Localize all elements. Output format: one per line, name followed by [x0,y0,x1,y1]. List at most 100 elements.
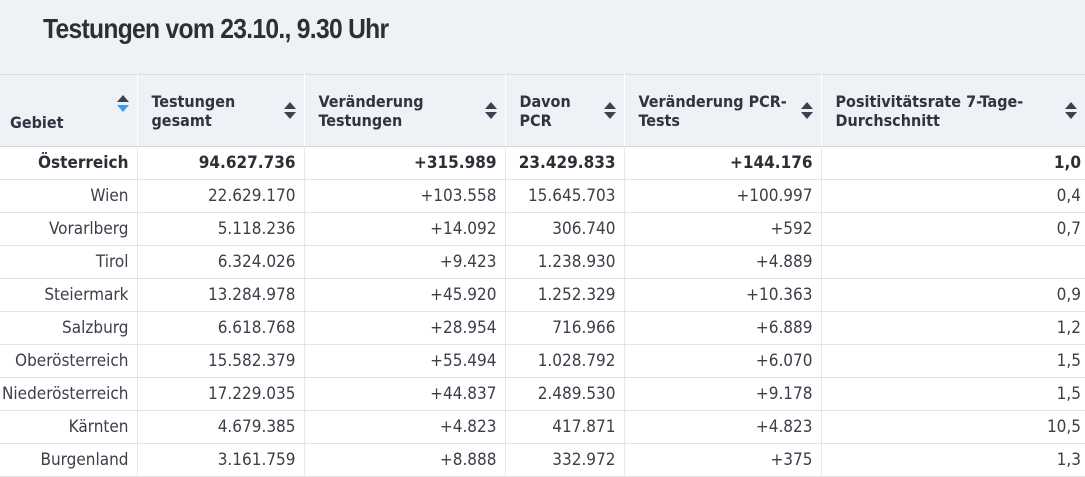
cell-davon-pcr: 1.238.930 [505,245,625,279]
sort-up-arrow-icon [116,95,129,102]
column-header-inner: Davon PCR [506,76,624,146]
column-header-inner: Positivitätsrate 7-Tage-Durchschnitt [822,76,1085,146]
sort-up-arrow-icon [603,102,616,109]
sort-icon[interactable] [484,102,498,119]
sort-descending-icon[interactable] [116,95,130,112]
cell-gebiet: Wien [0,179,138,213]
column-header-veraenderung-pcr-tests[interactable]: Veränderung PCR-Tests [624,74,822,147]
cell-veraenderung-testungen: +55.494 [304,344,506,378]
cell-testungen-gesamt: 5.118.236 [137,212,305,246]
sort-down-arrow-icon [484,112,497,119]
column-header-positivitaetsrate[interactable]: Positivitätsrate 7-Tage-Durchschnitt [821,74,1085,147]
cell-davon-pcr: 2.489.530 [505,377,625,411]
cell-veraenderung-pcr-tests: +10.363 [624,278,822,312]
cell-veraenderung-pcr-tests: +4.889 [624,245,822,279]
table-row: Oberösterreich 15.582.379 +55.494 1.028.792… [0,344,1085,378]
cell-gebiet: Österreich [0,146,138,180]
table-header-bar: Testungen vom 23.10., 9.30 Uhr [0,0,1085,74]
cell-davon-pcr: 15.645.703 [505,179,625,213]
sort-up-arrow-icon [484,102,497,109]
cell-positivitaetsrate: 1,3 [821,443,1085,477]
cell-veraenderung-testungen: +44.837 [304,377,506,411]
cell-gebiet: Niederösterreich [0,377,138,411]
table-row: Steiermark 13.284.978 +45.920 1.252.329 +10.… [0,278,1085,312]
cell-positivitaetsrate: 1,5 [821,344,1085,378]
cell-gebiet: Burgenland [0,443,138,477]
cell-veraenderung-pcr-tests: +100.997 [624,179,822,213]
column-header-davon-pcr[interactable]: Davon PCR [505,74,625,147]
cell-veraenderung-pcr-tests: +4.823 [624,410,822,444]
sort-icon[interactable] [800,102,814,119]
sort-icon[interactable] [283,102,297,119]
cell-gebiet: Tirol [0,245,138,279]
cell-positivitaetsrate [821,245,1085,279]
cell-veraenderung-testungen: +45.920 [304,278,506,312]
cell-testungen-gesamt: 6.324.026 [137,245,305,279]
table-row: Wien 22.629.170 +103.558 15.645.703 +100.997… [0,179,1085,213]
cell-testungen-gesamt: 22.629.170 [137,179,305,213]
table-row: Niederösterreich 17.229.035 +44.837 2.489.5… [0,377,1085,411]
cell-veraenderung-testungen: +315.989 [304,146,506,180]
sort-down-arrow-icon [1064,112,1077,119]
cell-veraenderung-pcr-tests: +6.889 [624,311,822,345]
column-header-label: Gebiet [10,112,64,132]
cell-veraenderung-testungen: +8.888 [304,443,506,477]
cell-testungen-gesamt: 13.284.978 [137,278,305,312]
cell-davon-pcr: 306.740 [505,212,625,246]
sort-up-arrow-icon [800,102,813,109]
column-header-inner: Veränderung Testungen [305,76,505,146]
column-header-label: Veränderung PCR-Tests [638,91,787,130]
cell-veraenderung-pcr-tests: +592 [624,212,822,246]
cell-testungen-gesamt: 94.627.736 [137,146,305,180]
sort-down-arrow-icon [603,112,616,119]
column-header-inner: Testungen gesamt [138,76,304,146]
cell-veraenderung-testungen: +103.558 [304,179,506,213]
cell-positivitaetsrate: 10,5 [821,410,1085,444]
table-row: Österreich 94.627.736 +315.989 23.429.833 +1… [0,146,1085,180]
cell-positivitaetsrate: 1,0 [821,146,1085,180]
column-header-inner: Veränderung PCR-Tests [625,76,821,146]
cell-veraenderung-pcr-tests: +144.176 [624,146,822,180]
column-header-veraenderung-testungen[interactable]: Veränderung Testungen [304,74,506,147]
cell-davon-pcr: 417.871 [505,410,625,444]
sort-icon[interactable] [603,102,617,119]
sort-up-arrow-icon [283,102,296,109]
table-head-row: Gebiet Testungen gesamt Veränderung Testun… [0,74,1085,147]
cell-testungen-gesamt: 4.679.385 [137,410,305,444]
cell-davon-pcr: 716.966 [505,311,625,345]
cell-veraenderung-pcr-tests: +375 [624,443,822,477]
cell-veraenderung-testungen: +28.954 [304,311,506,345]
cell-davon-pcr: 332.972 [505,443,625,477]
cell-positivitaetsrate: 1,5 [821,377,1085,411]
cell-positivitaetsrate: 1,2 [821,311,1085,345]
testing-table: Gebiet Testungen gesamt Veränderung Testun… [0,74,1085,477]
cell-veraenderung-testungen: +14.092 [304,212,506,246]
column-header-gebiet[interactable]: Gebiet [0,74,138,147]
cell-gebiet: Kärnten [0,410,138,444]
table-row: Kärnten 4.679.385 +4.823 417.871 +4.823 10,5 [0,410,1085,444]
cell-testungen-gesamt: 17.229.035 [137,377,305,411]
table-row: Tirol 6.324.026 +9.423 1.238.930 +4.889 [0,245,1085,279]
cell-veraenderung-testungen: +9.423 [304,245,506,279]
table-row: Salzburg 6.618.768 +28.954 716.966 +6.889 1,2 [0,311,1085,345]
sort-icon[interactable] [1064,102,1078,119]
cell-gebiet: Vorarlberg [0,212,138,246]
table-body: Österreich 94.627.736 +315.989 23.429.833 +1… [0,146,1085,477]
page-title: Testungen vom 23.10., 9.30 Uhr [43,13,389,44]
cell-veraenderung-testungen: +4.823 [304,410,506,444]
cell-positivitaetsrate: 0,7 [821,212,1085,246]
column-header-label: Testungen gesamt [151,91,236,130]
cell-davon-pcr: 1.252.329 [505,278,625,312]
cell-gebiet: Oberösterreich [0,344,138,378]
cell-gebiet: Steiermark [0,278,138,312]
cell-veraenderung-pcr-tests: +9.178 [624,377,822,411]
cell-testungen-gesamt: 15.582.379 [137,344,305,378]
table-row: Vorarlberg 5.118.236 +14.092 306.740 +592 0,7 [0,212,1085,246]
sort-down-arrow-icon [800,112,813,119]
cell-gebiet: Salzburg [0,311,138,345]
column-header-label: Positivitätsrate 7-Tage-Durchschnitt [835,91,1024,130]
sort-down-arrow-icon [283,112,296,119]
cell-davon-pcr: 1.028.792 [505,344,625,378]
column-header-testungen-gesamt[interactable]: Testungen gesamt [137,74,305,147]
column-header-label: Davon PCR [519,91,571,130]
